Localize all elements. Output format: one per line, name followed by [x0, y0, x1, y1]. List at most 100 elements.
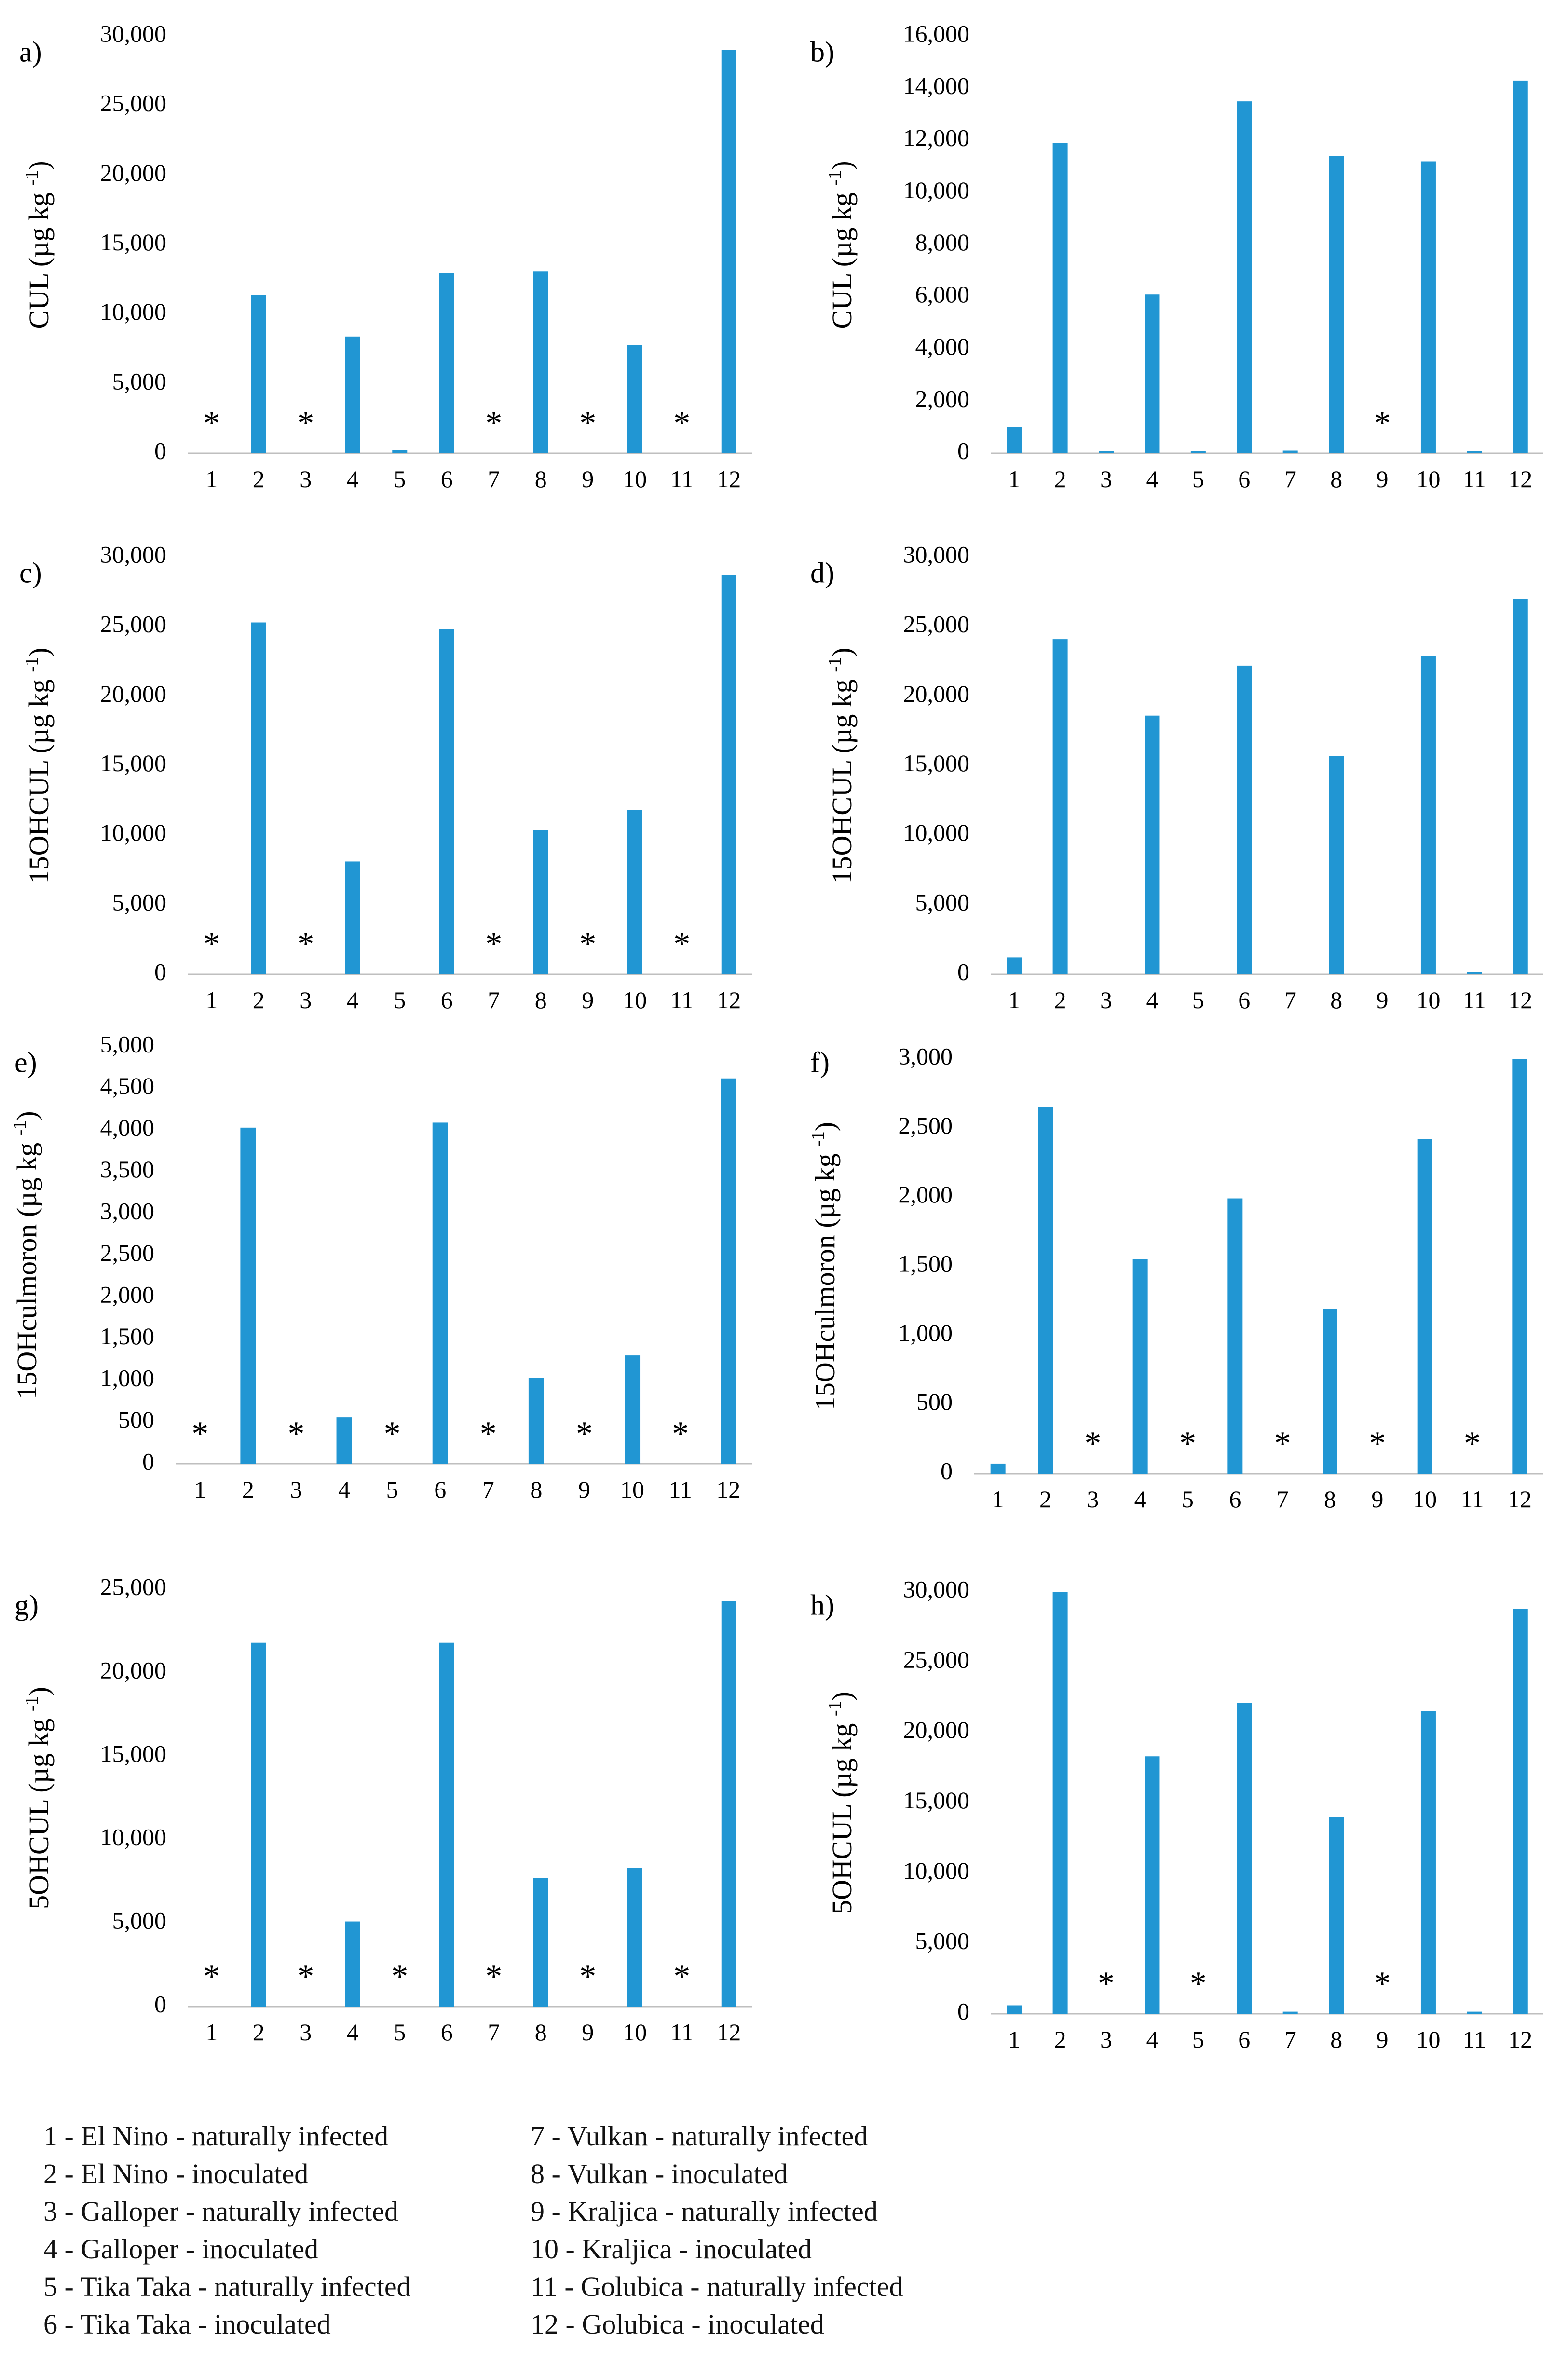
y-tick-label: 20,000 — [903, 680, 970, 707]
y-tick-label: 5,000 — [112, 368, 167, 395]
x-tick-label: 9 — [578, 1476, 590, 1503]
y-axis-title: CUL (µg kg -1) — [825, 161, 858, 328]
y-tick-label: 30,000 — [100, 541, 167, 568]
x-tick-label: 6 — [1229, 1486, 1241, 1513]
x-tick-label: 2 — [1054, 986, 1066, 1013]
bar — [1329, 1817, 1344, 2014]
chart-panel: f) 0 500 1,000 1,500 2,000 2,500 3,000 15OHculmo… — [808, 1042, 1543, 1513]
x-tick-label: 3 — [1100, 986, 1112, 1013]
y-tick-label: 0 — [154, 1990, 166, 2017]
x-tick-label: 4 — [1146, 2026, 1158, 2053]
x-tick-label: 12 — [717, 2019, 741, 2046]
x-tick-label: 9 — [582, 986, 594, 1013]
asterisk-marker: * — [297, 405, 314, 442]
y-tick-label: 20,000 — [100, 680, 167, 707]
bar — [1329, 756, 1344, 974]
x-tick-label: 5 — [1182, 1486, 1194, 1513]
bar — [439, 629, 454, 974]
bar — [1052, 143, 1068, 453]
asterisk-marker: * — [391, 1958, 408, 1995]
y-tick-label: 5,000 — [100, 1030, 155, 1057]
panel-label: b) — [810, 36, 834, 68]
asterisk-marker: * — [579, 405, 596, 442]
bar — [251, 622, 266, 974]
bar — [1282, 450, 1298, 453]
y-tick-label: 4,000 — [915, 333, 970, 360]
y-axis-title: 15OHculmoron (µg kg -1) — [10, 1111, 42, 1399]
x-tick-label: 11 — [1463, 986, 1486, 1013]
x-tick-label: 10 — [620, 1476, 644, 1503]
bar — [1512, 1059, 1527, 1474]
x-tick-label: 8 — [1330, 465, 1342, 492]
asterisk-marker: * — [485, 405, 502, 442]
asterisk-marker: * — [1190, 1965, 1207, 2002]
x-tick-label: 1 — [992, 1486, 1004, 1513]
asterisk-marker: * — [297, 926, 314, 963]
bar — [1145, 1756, 1160, 2014]
x-tick-label: 7 — [1284, 465, 1296, 492]
chart-panel: a) 0 5,000 10,000 15,000 20,000 25,000 30,000 CU… — [19, 20, 752, 492]
x-tick-label: 4 — [1146, 986, 1158, 1013]
bar — [1237, 1703, 1252, 2014]
x-tick-label: 10 — [1413, 1486, 1437, 1513]
y-tick-label: 14,000 — [903, 72, 970, 99]
x-tick-label: 2 — [1054, 2026, 1066, 2053]
asterisk-marker: * — [480, 1415, 497, 1452]
x-tick-label: 11 — [670, 986, 694, 1013]
bar — [345, 336, 360, 453]
x-tick-label: 7 — [1277, 1486, 1289, 1513]
bar — [1007, 427, 1022, 453]
x-tick-label: 12 — [1508, 986, 1532, 1013]
legend-item: 10 - Kraljica - inoculated — [531, 2233, 812, 2265]
y-tick-label: 1,000 — [100, 1364, 155, 1391]
bar — [627, 810, 642, 974]
y-tick-label: 10,000 — [903, 1857, 970, 1884]
bar — [1038, 1107, 1053, 1474]
bar — [990, 1463, 1006, 1474]
x-tick-label: 2 — [242, 1476, 254, 1503]
asterisk-marker: * — [576, 1415, 593, 1452]
asterisk-marker: * — [672, 1415, 689, 1452]
bar — [345, 861, 360, 974]
panel-label: f) — [810, 1046, 830, 1078]
x-tick-label: 8 — [1324, 1486, 1336, 1513]
chart-panel: c)05,00010,00015,00020,00025,00030,00015… — [19, 541, 752, 1013]
y-tick-label: 4,000 — [100, 1114, 155, 1141]
x-tick-label: 7 — [482, 1476, 494, 1503]
y-tick-label: 30,000 — [903, 541, 970, 568]
y-tick-label: 2,500 — [100, 1239, 155, 1266]
y-axis-title: CUL (µg kg -1) — [22, 161, 55, 328]
x-tick-label: 7 — [1284, 2026, 1296, 2053]
x-tick-label: 12 — [1508, 2026, 1532, 2053]
y-tick-label: 20,000 — [100, 1656, 167, 1683]
x-tick-label: 8 — [1330, 2026, 1342, 2053]
y-tick-label: 12,000 — [903, 124, 970, 151]
x-tick-label: 4 — [347, 465, 359, 492]
y-tick-label: 0 — [957, 1997, 969, 2024]
x-tick-label: 7 — [488, 2019, 500, 2046]
y-axis-title: 15OHculmoron (µg kg -1) — [808, 1122, 841, 1410]
asterisk-marker: * — [1084, 1425, 1101, 1462]
x-tick-label: 3 — [300, 465, 312, 492]
x-tick-label: 10 — [623, 465, 647, 492]
bar — [1420, 161, 1436, 453]
legend-item: 11 - Golubica - naturally infected — [531, 2271, 903, 2302]
y-tick-label: 25,000 — [903, 1646, 970, 1673]
asterisk-marker: * — [673, 926, 690, 963]
asterisk-marker: * — [1179, 1425, 1196, 1462]
legend-item: 5 - Tika Taka - naturally infected — [43, 2271, 411, 2302]
x-tick-label: 5 — [1192, 465, 1204, 492]
x-tick-label: 5 — [394, 465, 406, 492]
x-tick-label: 2 — [253, 986, 265, 1013]
asterisk-marker: * — [673, 1958, 690, 1995]
asterisk-marker: * — [485, 1958, 502, 1995]
x-tick-label: 4 — [1146, 465, 1158, 492]
y-tick-label: 500 — [916, 1388, 953, 1415]
y-tick-label: 6,000 — [915, 281, 970, 308]
x-tick-label: 5 — [386, 1476, 398, 1503]
x-tick-label: 1 — [205, 465, 218, 492]
bar — [345, 1921, 360, 2007]
y-tick-label: 5,000 — [915, 888, 970, 915]
x-tick-label: 8 — [535, 2019, 547, 2046]
x-tick-label: 6 — [1238, 465, 1250, 492]
